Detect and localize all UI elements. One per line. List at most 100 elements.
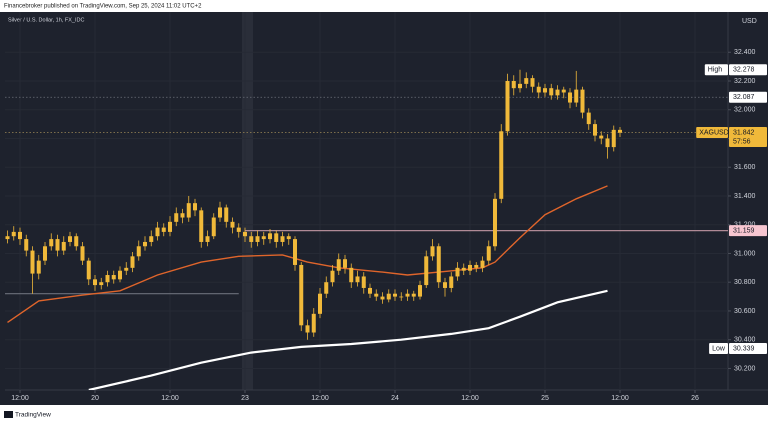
y-tick-label: 32.200: [734, 78, 756, 85]
candle-body: [211, 217, 216, 237]
candle-body: [574, 89, 579, 103]
price-label-name: XAGUSD: [699, 129, 729, 136]
candle-body: [468, 264, 472, 271]
x-tick-label: 24: [391, 395, 399, 402]
candle-body: [355, 276, 360, 283]
x-tick-label: 26: [691, 395, 699, 402]
candle-body: [536, 86, 541, 93]
moving-average: [88, 289, 608, 390]
currency: USD: [742, 18, 757, 25]
candle-body: [324, 282, 329, 294]
candle-body: [180, 213, 185, 218]
candle-body: [49, 239, 54, 247]
candle-body: [549, 88, 554, 96]
candle-body: [593, 124, 597, 136]
candle-body: [474, 264, 479, 268]
candle-body: [143, 241, 147, 247]
candle-body: [555, 89, 560, 96]
candle-body: [480, 260, 485, 268]
y-tick-label: 30.800: [734, 279, 756, 286]
candle-body: [205, 236, 210, 242]
candle-body: [405, 293, 410, 297]
candle-body: [218, 207, 222, 218]
candle-body: [149, 236, 154, 242]
y-tick-label: 31.000: [734, 250, 756, 257]
candle-body: [530, 78, 535, 87]
x-tick-label: 12:00: [161, 395, 179, 402]
candle-body: [99, 282, 104, 286]
candle-body: [199, 210, 204, 242]
candle-body: [43, 246, 47, 261]
price-label: 32.087: [733, 94, 755, 101]
price-label: 32.278: [733, 67, 755, 74]
candle-body: [286, 236, 291, 240]
candle-body: [18, 231, 22, 240]
y-tick-label: 30.400: [734, 337, 756, 344]
candle-body: [349, 267, 354, 283]
x-tick-label: 23: [241, 395, 249, 402]
candle-body: [568, 92, 572, 103]
price-label-box: [729, 225, 767, 237]
candle-body: [186, 203, 191, 218]
candle-body: [174, 213, 179, 222]
x-tick-label: 25: [541, 395, 549, 402]
candle-body: [561, 89, 566, 93]
candle-body: [130, 256, 135, 268]
footer: TradingView: [15, 412, 51, 419]
header: Financebroker published on TradingView.c…: [4, 4, 202, 10]
x-tick-label: 20: [91, 395, 99, 402]
candle-body: [280, 236, 285, 242]
y-tick-label: 32.400: [734, 49, 756, 56]
candle-body: [611, 129, 616, 148]
candle-body: [505, 80, 510, 132]
chart-background: [0, 12, 768, 405]
candle-body: [336, 259, 341, 271]
candle-body: [261, 236, 266, 240]
y-tick-label: 31.600: [734, 164, 756, 171]
candle-body: [393, 293, 397, 297]
price-label: 30.339: [733, 345, 755, 352]
candle-body: [249, 236, 254, 242]
candle-body: [418, 285, 422, 297]
y-tick-label: 31.400: [734, 193, 756, 200]
candle-body: [618, 129, 622, 133]
candle-body: [243, 231, 247, 237]
y-tick-label: 31.200: [734, 222, 756, 229]
candle-body: [61, 241, 66, 251]
price-label-box: [729, 126, 767, 147]
candle-body: [518, 83, 522, 89]
candle-body: [605, 138, 610, 148]
candle-body: [299, 264, 304, 326]
price-label-name-box: [696, 126, 728, 138]
candle-body: [424, 256, 429, 286]
candle-body: [524, 78, 529, 84]
candle-body: [386, 293, 391, 300]
candle-body: [124, 267, 129, 271]
candle-body: [55, 239, 60, 251]
candle-body: [461, 267, 466, 271]
candle-body: [230, 221, 235, 228]
candle-body: [511, 80, 516, 89]
candle-body: [111, 275, 116, 280]
x-tick-label: 12:00: [11, 395, 29, 402]
candle-body: [455, 267, 460, 277]
candle-body: [155, 227, 160, 237]
candle-body: [118, 270, 122, 280]
candle-body: [580, 89, 585, 113]
candle-body: [30, 250, 35, 274]
chart-title: Silver / U.S. Dollar, 1h, FX_IDC: [8, 17, 84, 23]
candle-body: [74, 236, 79, 247]
candle-body: [105, 275, 110, 283]
candle-body: [193, 203, 197, 211]
candle-body: [305, 325, 310, 333]
candle-body: [68, 236, 72, 242]
y-tick-label: 30.600: [734, 308, 756, 315]
candle-body: [318, 293, 322, 314]
x-tick-label: 12:00: [461, 395, 479, 402]
price-label-name-box: [709, 342, 728, 354]
candle-body: [443, 282, 447, 288]
candle-body: [399, 296, 404, 298]
candle-body: [293, 239, 297, 265]
candle-body: [586, 112, 591, 125]
candle-body: [224, 207, 229, 222]
